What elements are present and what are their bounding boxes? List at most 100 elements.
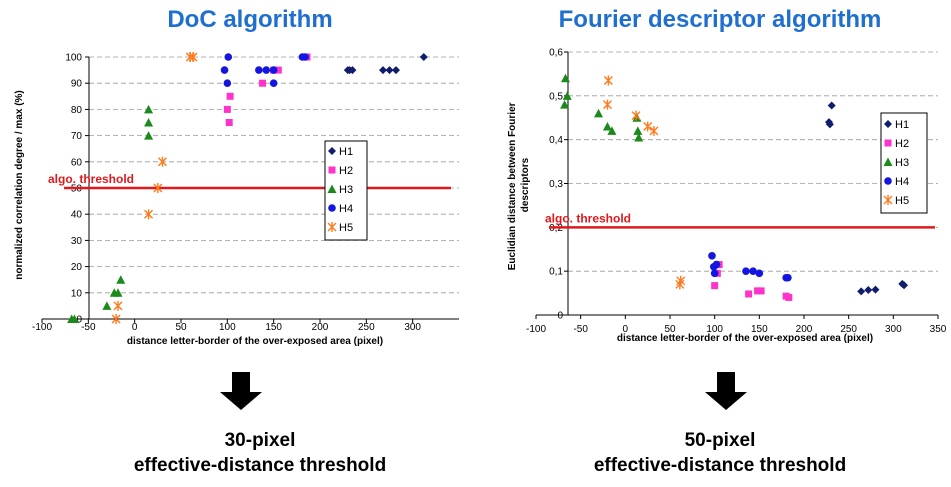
right-legend-label-h2: H2 xyxy=(895,138,909,150)
left-y-tick-label: 100 xyxy=(65,53,82,64)
left-point-h3 xyxy=(102,301,112,310)
left-y-tick-label: 90 xyxy=(71,79,83,90)
right-point-h4 xyxy=(742,267,750,275)
left-point-h3 xyxy=(144,131,154,140)
fourier-x-tick-labels: -100 -50 0 50 100 150 200 250 300 350 xyxy=(526,315,947,335)
right-x-tick-label: -100 xyxy=(526,324,546,335)
fourier-plot-area xyxy=(510,50,940,315)
left-point-h5 xyxy=(144,209,154,220)
left-point-h5 xyxy=(188,52,198,62)
right-point-h2 xyxy=(757,287,765,295)
doc-conclusion-line1: 30-pixel xyxy=(224,430,296,451)
left-legend-label-h5: H5 xyxy=(339,222,353,234)
left-y-tick-label: 40 xyxy=(71,210,83,221)
chart-title-doc: DoC algorithm xyxy=(167,6,333,33)
fourier-x-axis-label: distance letter-border of the over-expos… xyxy=(617,333,873,344)
fourier-y-axis-label: Euclidian distance between Fourier descr… xyxy=(507,100,531,271)
right-point-h3 xyxy=(633,126,643,135)
right-x-tick-label: 100 xyxy=(706,324,723,335)
left-point-h3 xyxy=(116,275,126,284)
left-y-tick-label: 70 xyxy=(71,131,83,142)
left-point-h1 xyxy=(379,66,388,75)
right-point-h3 xyxy=(607,126,617,135)
fourier-legend: H1 H2 H3 H4 H5 xyxy=(880,112,928,214)
left-legend-marker-h2 xyxy=(328,166,336,174)
right-legend-marker-h1 xyxy=(884,120,892,128)
doc-x-tick-labels: -100 -50 0 50 100 150 200 250 300 xyxy=(32,319,421,333)
right-y-tick-label: 0,4 xyxy=(549,135,563,146)
left-point-h4 xyxy=(255,66,263,74)
right-x-tick-label: 250 xyxy=(840,324,857,335)
left-x-tick-label: 300 xyxy=(404,322,421,333)
chart-title-fourier: Fourier descriptor algorithm xyxy=(558,6,882,33)
right-y-tick-label: 0,1 xyxy=(549,267,563,278)
right-legend-label-h4: H4 xyxy=(895,176,909,188)
right-point-h4 xyxy=(749,267,757,275)
left-point-h4 xyxy=(223,79,232,87)
right-point-h5 xyxy=(603,75,613,86)
left-down-arrow-icon xyxy=(220,372,262,410)
left-x-tick-label: 0 xyxy=(132,322,138,333)
fourier-data-points xyxy=(560,73,909,301)
right-point-h2 xyxy=(711,282,719,290)
left-y-tick-label: 60 xyxy=(71,157,83,168)
right-legend-label-h1: H1 xyxy=(895,119,909,131)
left-y-tick-label: 30 xyxy=(71,236,83,247)
left-point-h4 xyxy=(224,53,233,61)
left-point-h3 xyxy=(144,118,154,127)
right-legend-label-h3: H3 xyxy=(895,157,909,169)
doc-y-tick-labels: 0102030405060708090100 xyxy=(65,53,89,326)
left-x-tick-label: -100 xyxy=(32,322,52,333)
left-point-h4 xyxy=(269,79,278,87)
right-point-h3 xyxy=(560,100,570,109)
right-y-tick-label: 0,5 xyxy=(549,91,563,102)
right-y-tick-label: 0,6 xyxy=(549,48,563,59)
doc-threshold-label: algo. threshold xyxy=(48,172,134,186)
fourier-y-axis-label-line2: descriptors xyxy=(520,157,531,212)
left-x-tick-label: 250 xyxy=(358,322,375,333)
right-point-h5 xyxy=(631,110,641,121)
right-point-h3 xyxy=(602,122,612,131)
right-point-h1 xyxy=(871,285,880,294)
right-legend-marker-h2 xyxy=(884,139,892,147)
left-legend-label-h1: H1 xyxy=(339,146,353,158)
right-point-h4 xyxy=(712,260,721,269)
left-legend-marker-h5 xyxy=(327,222,337,232)
fourier-conclusion: 50-pixel effective-distance threshold xyxy=(540,428,900,478)
left-point-h4 xyxy=(301,53,309,61)
right-down-arrow-icon xyxy=(705,372,747,410)
left-legend-label-h2: H2 xyxy=(339,165,353,177)
fourier-scatter-plot: 00,10,20,30,40,50,6 -100-500501001502002… xyxy=(507,48,947,345)
right-legend-marker-h3 xyxy=(883,157,893,166)
right-x-tick-label: 200 xyxy=(796,324,813,335)
right-legend-marker-h4 xyxy=(884,177,892,185)
left-point-h2 xyxy=(223,105,231,113)
left-y-tick-label: 10 xyxy=(71,288,83,299)
right-x-tick-label: 150 xyxy=(751,324,768,335)
fourier-threshold-label: algo. threshold xyxy=(545,211,631,225)
right-point-h3 xyxy=(562,91,572,100)
left-legend-label-h4: H4 xyxy=(339,203,353,215)
doc-threshold: algo. threshold xyxy=(48,172,451,190)
left-point-h4 xyxy=(220,66,229,74)
right-point-h5 xyxy=(643,121,653,132)
right-point-h2 xyxy=(785,293,793,301)
left-point-h3 xyxy=(113,288,123,297)
left-point-h1 xyxy=(391,66,400,75)
left-y-tick-label: 80 xyxy=(71,105,83,116)
left-point-h5 xyxy=(111,314,121,324)
right-point-h2 xyxy=(754,287,762,295)
fourier-conclusion-line1: 50-pixel xyxy=(684,430,756,451)
left-point-h2 xyxy=(259,79,267,87)
right-point-h1 xyxy=(857,287,866,296)
right-point-h1 xyxy=(825,120,834,129)
right-point-h4 xyxy=(710,269,719,278)
fourier-y-axis-label-line1: Euclidian distance between Fourier xyxy=(507,102,518,270)
right-point-h1 xyxy=(864,286,873,295)
right-point-h4 xyxy=(784,273,792,282)
doc-y-axis-label: normalized correlation degree / max (%) xyxy=(14,90,25,280)
right-point-h5 xyxy=(602,99,612,110)
doc-legend: H1 H2 H3 H4 H5 xyxy=(324,140,368,241)
right-point-h5 xyxy=(649,125,659,136)
